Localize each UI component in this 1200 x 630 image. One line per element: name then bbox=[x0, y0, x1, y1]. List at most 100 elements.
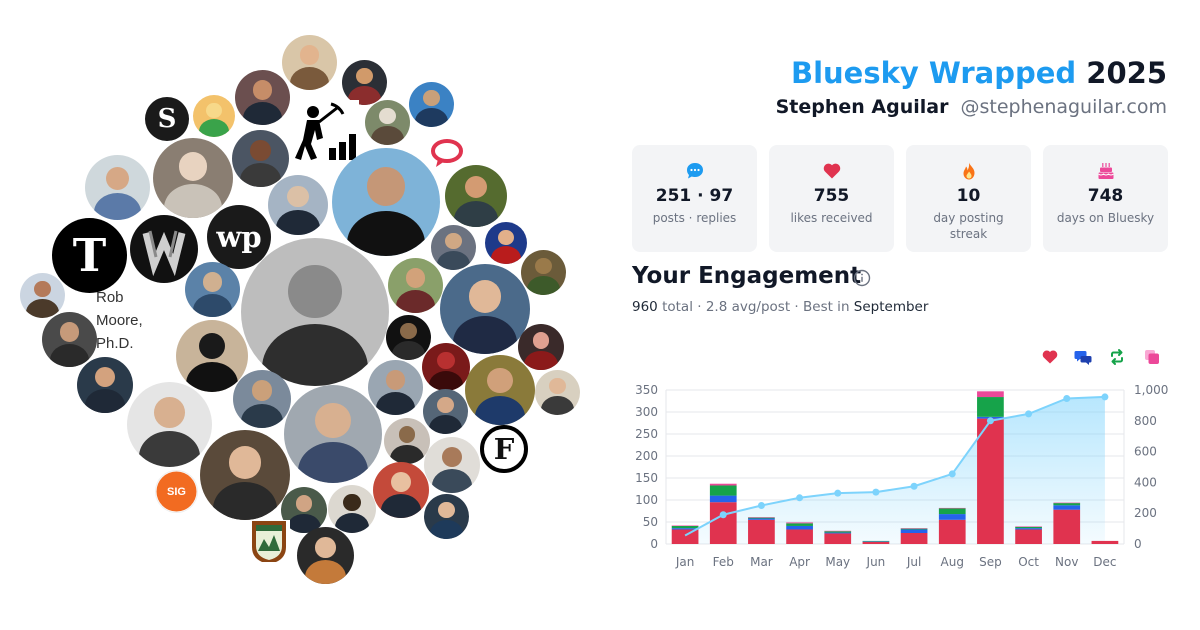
avatar[interactable] bbox=[200, 430, 290, 520]
avatar[interactable] bbox=[342, 60, 387, 105]
w-logo-avatar[interactable] bbox=[130, 215, 198, 283]
avatar[interactable] bbox=[368, 360, 423, 415]
bar-likes bbox=[1091, 540, 1119, 544]
avatar[interactable] bbox=[127, 382, 212, 467]
avatar[interactable] bbox=[241, 238, 389, 386]
avatar[interactable] bbox=[465, 355, 535, 425]
info-icon[interactable] bbox=[853, 269, 871, 287]
bar-reposts bbox=[748, 517, 775, 519]
legend-reposts-repost-icon[interactable] bbox=[1108, 348, 1126, 366]
x-tick-label: Apr bbox=[789, 555, 810, 569]
bar-quotes bbox=[977, 391, 1004, 398]
forbes-logo-avatar[interactable]: F bbox=[480, 425, 528, 473]
x-tick-label: Jun bbox=[866, 555, 886, 569]
avatar[interactable] bbox=[431, 225, 476, 270]
avatar[interactable] bbox=[388, 258, 443, 313]
user-handle[interactable]: @stephenaguilar.com bbox=[960, 96, 1167, 118]
cumulative-point bbox=[986, 417, 994, 425]
avatar[interactable] bbox=[284, 385, 382, 483]
y-tick-left: 250 bbox=[635, 427, 658, 441]
bar-likes bbox=[748, 519, 775, 544]
bar-likes bbox=[977, 418, 1004, 544]
sig-logo-avatar[interactable]: SIG bbox=[155, 470, 198, 513]
avatar[interactable] bbox=[422, 343, 470, 391]
cumulative-point bbox=[719, 511, 727, 519]
avatar[interactable] bbox=[328, 485, 376, 533]
user-name: Stephen Aguilar bbox=[775, 96, 949, 118]
avatar[interactable] bbox=[282, 35, 337, 90]
wapo-logo-avatar[interactable]: wp bbox=[207, 205, 271, 269]
park-badge-avatar[interactable] bbox=[248, 520, 290, 562]
page-title: Bluesky Wrapped 2025 bbox=[791, 56, 1167, 90]
bar-quotes bbox=[938, 507, 966, 509]
legend-replies-reply-icon[interactable] bbox=[1074, 348, 1092, 366]
avatar[interactable] bbox=[365, 100, 410, 145]
x-tick-label: Feb bbox=[713, 555, 734, 569]
bar-replies bbox=[862, 541, 890, 542]
x-tick-label: Aug bbox=[941, 555, 964, 569]
speech-bubble-icon-avatar[interactable] bbox=[428, 135, 466, 173]
avatar[interactable] bbox=[521, 250, 566, 295]
bar-replies bbox=[938, 514, 966, 520]
avatar[interactable] bbox=[176, 320, 248, 392]
avatar[interactable] bbox=[232, 130, 289, 187]
miner-icon-avatar[interactable] bbox=[293, 100, 359, 166]
avatar[interactable] bbox=[185, 262, 240, 317]
engagement-total-word: total bbox=[662, 299, 693, 315]
avatar[interactable] bbox=[42, 312, 97, 367]
avatar[interactable] bbox=[20, 273, 65, 318]
bar-quotes bbox=[1053, 502, 1081, 504]
flame-icon bbox=[963, 162, 974, 180]
stat-card-likes: 755 likes received bbox=[769, 145, 894, 252]
avatar[interactable] bbox=[373, 462, 429, 518]
avatar[interactable] bbox=[409, 82, 454, 127]
bar-likes bbox=[824, 533, 852, 544]
legend-quotes-quote-icon[interactable] bbox=[1143, 348, 1161, 366]
y-tick-left: 200 bbox=[635, 449, 658, 463]
avatar[interactable] bbox=[332, 148, 440, 256]
legend-likes-heart-icon[interactable] bbox=[1041, 348, 1059, 366]
avatar[interactable] bbox=[485, 222, 527, 264]
avatar[interactable] bbox=[445, 165, 507, 227]
nyt-logo-avatar[interactable]: T bbox=[52, 218, 127, 293]
bar-quotes bbox=[748, 517, 775, 518]
stat-value-likes: 755 bbox=[813, 186, 850, 206]
x-tick-label: Nov bbox=[1055, 555, 1078, 569]
engagement-title: Your Engagement bbox=[632, 263, 862, 289]
avatar[interactable] bbox=[297, 527, 354, 584]
avatar[interactable] bbox=[423, 389, 468, 434]
stat-card-posts: 251 · 97 posts · replies bbox=[632, 145, 757, 252]
avatar[interactable] bbox=[77, 357, 133, 413]
bar-replies bbox=[748, 518, 775, 520]
stat-card-streak: 10 day posting streak bbox=[906, 145, 1031, 252]
stat-value-streak: 10 bbox=[956, 186, 981, 206]
x-tick-label: May bbox=[825, 555, 850, 569]
cumulative-point bbox=[757, 502, 765, 509]
avatar[interactable] bbox=[440, 264, 530, 354]
x-tick-label: Dec bbox=[1093, 555, 1116, 569]
avatar[interactable] bbox=[535, 370, 580, 415]
cumulative-point bbox=[1101, 393, 1109, 401]
avatar[interactable] bbox=[153, 138, 233, 218]
avatar[interactable] bbox=[268, 175, 328, 235]
y-tick-right: 1,000 bbox=[1134, 383, 1168, 397]
avatar[interactable] bbox=[384, 418, 430, 464]
x-tick-label: Oct bbox=[1018, 555, 1039, 569]
avatar[interactable] bbox=[424, 437, 480, 493]
y-tick-right: 600 bbox=[1134, 445, 1157, 459]
bar-reposts bbox=[938, 508, 966, 515]
brand-title: Bluesky Wrapped bbox=[790, 56, 1077, 90]
avatar[interactable] bbox=[233, 370, 291, 428]
avatar[interactable] bbox=[424, 494, 469, 539]
avatar[interactable] bbox=[193, 95, 235, 137]
chat-bubble-icon bbox=[686, 163, 703, 179]
avatar[interactable] bbox=[235, 70, 290, 125]
bar-likes bbox=[1015, 529, 1042, 544]
bar-reposts bbox=[862, 540, 890, 542]
avatar[interactable] bbox=[85, 155, 150, 220]
broken-avatar-alt-text: Rob Moore, Ph.D. bbox=[96, 289, 143, 352]
substack-logo-avatar[interactable]: S bbox=[145, 97, 189, 141]
bar-likes bbox=[900, 533, 928, 544]
avatar[interactable] bbox=[386, 315, 431, 360]
avatar[interactable] bbox=[518, 324, 564, 370]
